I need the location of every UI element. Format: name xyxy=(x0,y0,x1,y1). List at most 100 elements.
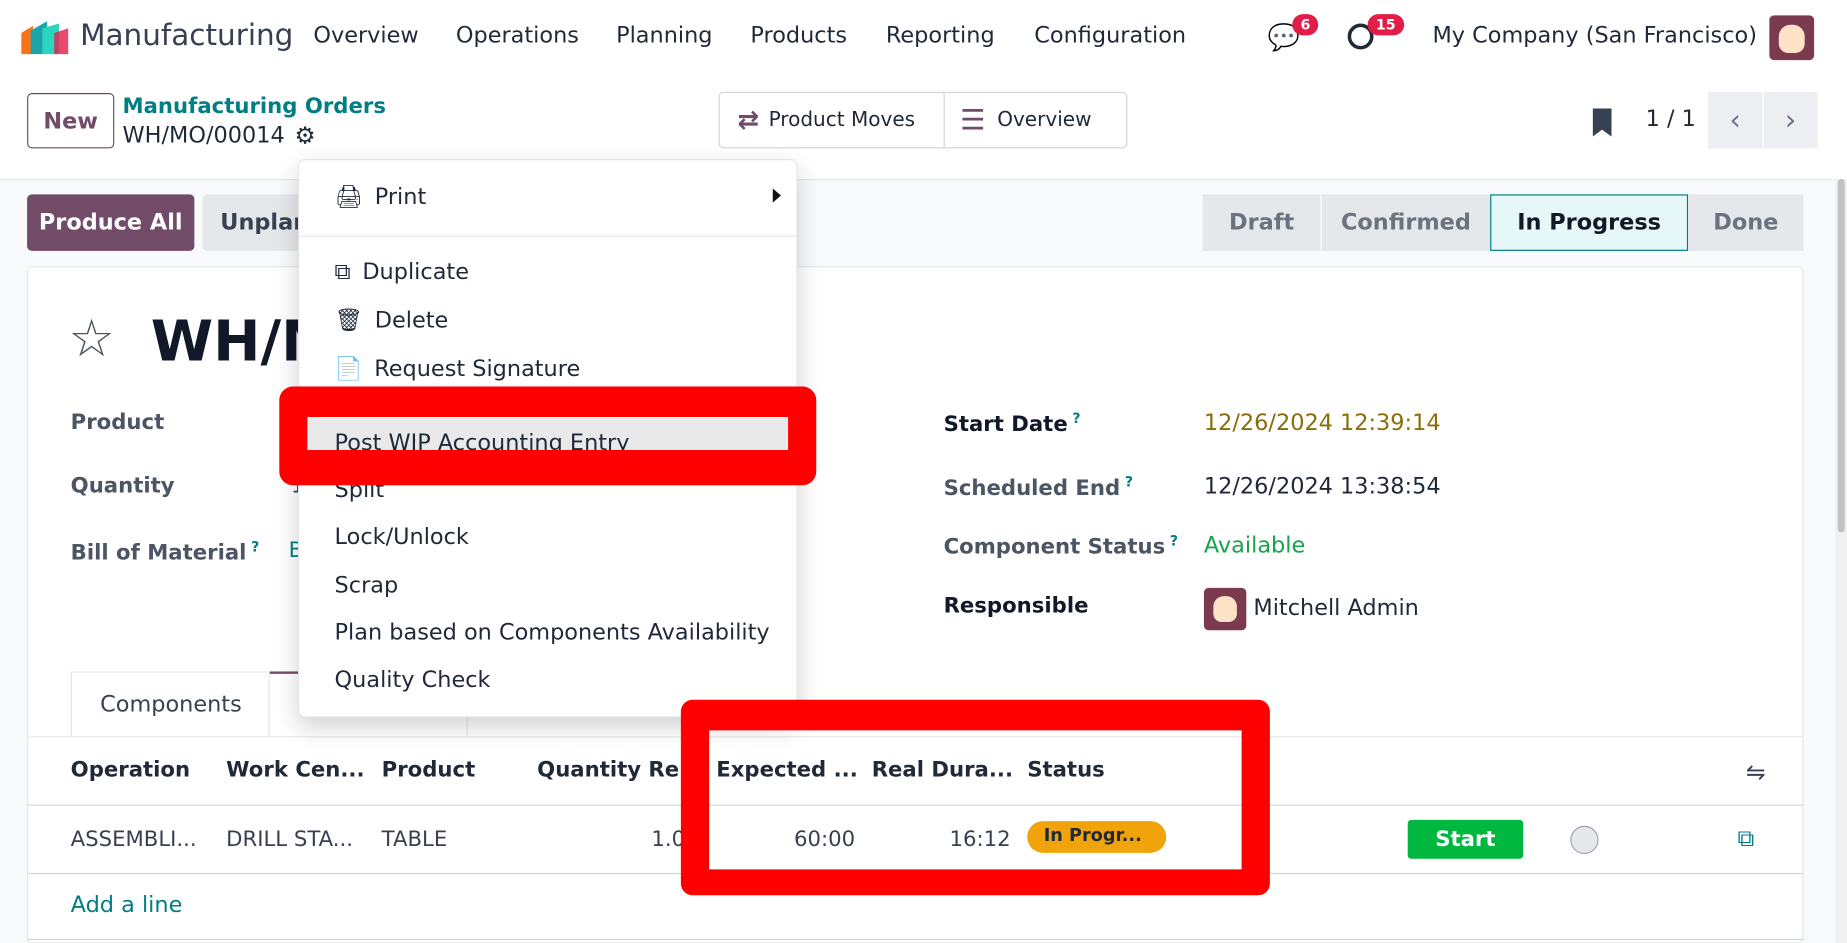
menu-item-duplicate[interactable]: ⧉ Duplicate xyxy=(335,259,469,285)
stage-done[interactable]: Done xyxy=(1688,194,1804,251)
company-switcher[interactable]: My Company (San Francisco) xyxy=(1432,22,1757,49)
cell-real-duration[interactable]: 16:12 xyxy=(949,826,1011,852)
header-divider xyxy=(27,804,1804,806)
external-link-icon[interactable]: ⧉ xyxy=(1737,823,1755,852)
app-logo[interactable] xyxy=(21,21,69,55)
scheduled-end-value[interactable]: 12/26/2024 13:38:54 xyxy=(1203,473,1441,500)
component-status-label: Component Status? xyxy=(944,532,1179,559)
nav-operations[interactable]: Operations xyxy=(455,22,579,49)
optional-columns-icon[interactable]: ⇋ xyxy=(1745,757,1766,786)
smart-buttons: ⇄ Product Moves ☰ Overview xyxy=(718,91,1128,149)
stage-in-progress[interactable]: In Progress xyxy=(1490,194,1689,251)
start-date-value[interactable]: 12/26/2024 12:39:14 xyxy=(1203,409,1441,436)
cell-product[interactable]: TABLE xyxy=(381,826,448,852)
component-status-label-text: Component Status xyxy=(943,534,1166,560)
messages-badge: 6 xyxy=(1292,14,1319,36)
product-moves-label: Product Moves xyxy=(768,108,916,132)
file-icon: 📄 xyxy=(334,355,363,382)
user-avatar[interactable] xyxy=(1769,15,1815,61)
row-radio[interactable] xyxy=(1570,825,1599,855)
help-icon[interactable]: ? xyxy=(251,538,260,555)
pager-next-button[interactable]: › xyxy=(1763,91,1818,149)
overview-label: Overview xyxy=(997,108,1092,132)
start-date-label-text: Start Date xyxy=(943,412,1068,438)
stage-draft[interactable]: Draft xyxy=(1202,194,1321,251)
priority-star-icon[interactable]: ☆ xyxy=(68,308,115,369)
responsible-value[interactable]: Mitchell Admin xyxy=(1253,594,1419,621)
pager-previous-button[interactable]: ‹ xyxy=(1708,91,1763,149)
menu-item-lock-unlock[interactable]: Lock/Unlock xyxy=(334,524,469,551)
record-name: WH/MO/00014 xyxy=(122,122,285,149)
activities-badge: 15 xyxy=(1367,14,1404,36)
bom-label-text: Bill of Material xyxy=(70,540,247,566)
bookmark-icon[interactable] xyxy=(1592,108,1612,137)
nav-overview[interactable]: Overview xyxy=(313,22,419,49)
nav-configuration[interactable]: Configuration xyxy=(1034,22,1187,49)
cell-expected-duration[interactable]: 60:00 xyxy=(793,826,856,852)
menu-item-plan[interactable]: Plan based on Components Availability xyxy=(334,619,770,646)
product-moves-button[interactable]: ⇄ Product Moves xyxy=(720,93,945,148)
overview-button[interactable]: ☰ Overview xyxy=(946,93,1127,147)
menu-item-scrap[interactable]: Scrap xyxy=(334,572,399,599)
bom-label: Bill of Material? xyxy=(71,538,260,565)
copy-icon: ⧉ xyxy=(334,259,351,286)
cell-work-center[interactable]: DRILL STA... xyxy=(226,826,353,852)
start-date-label: Start Date? xyxy=(944,410,1081,437)
transfer-icon: ⇄ xyxy=(737,105,760,135)
tab-components[interactable]: Components xyxy=(70,671,270,738)
nav-reporting[interactable]: Reporting xyxy=(885,22,995,49)
request-signature-label: Request Signature xyxy=(374,355,581,382)
menu-item-request-signature[interactable]: 📄 Request Signature xyxy=(335,355,581,382)
menu-divider xyxy=(299,235,799,237)
cell-operation[interactable]: ASSEMBLI... xyxy=(70,826,197,852)
menu-item-print[interactable]: 🖨 Print xyxy=(335,183,427,210)
column-status[interactable]: Status xyxy=(1027,757,1105,783)
help-icon[interactable]: ? xyxy=(1169,532,1179,549)
scrollbar[interactable] xyxy=(1835,179,1847,943)
menu-item-quality-check[interactable]: Quality Check xyxy=(334,666,491,693)
pager-value[interactable]: 1 / 1 xyxy=(1645,106,1696,132)
highlight-box-menu xyxy=(279,386,817,486)
cell-quantity[interactable]: 1.0 xyxy=(651,826,686,852)
duplicate-label: Duplicate xyxy=(362,259,469,286)
nav-products[interactable]: Products xyxy=(750,22,848,49)
activities-icon[interactable] xyxy=(1347,23,1374,50)
list-icon: ☰ xyxy=(960,103,986,137)
breadcrumb-manufacturing-orders[interactable]: Manufacturing Orders xyxy=(122,94,386,119)
component-status-value: Available xyxy=(1203,532,1306,559)
help-icon[interactable]: ? xyxy=(1124,473,1134,491)
column-real-duration[interactable]: Real Dura... xyxy=(871,757,1014,783)
responsible-label: Responsible xyxy=(943,593,1089,619)
column-expected-duration[interactable]: Expected ... xyxy=(716,757,858,783)
app-name[interactable]: Manufacturing xyxy=(80,17,294,52)
trash-icon: 🗑 xyxy=(334,307,363,334)
printer-icon: 🖨 xyxy=(334,183,363,210)
product-label: Product xyxy=(70,409,165,435)
footer-divider xyxy=(27,938,1804,941)
delete-label: Delete xyxy=(374,306,449,333)
gear-dropdown-menu: 🖨 Print ⧉ Duplicate 🗑 Delete 📄 Request Signa… xyxy=(298,159,799,718)
nav-planning[interactable]: Planning xyxy=(616,22,713,49)
responsible-avatar xyxy=(1203,587,1247,631)
column-quantity[interactable]: Quantity Re... xyxy=(537,757,704,783)
add-line-link[interactable]: Add a line xyxy=(70,891,183,918)
column-product[interactable]: Product xyxy=(381,757,476,783)
produce-all-button[interactable]: Produce All xyxy=(27,194,195,251)
tab-divider xyxy=(27,736,1804,738)
scheduled-end-label: Scheduled End? xyxy=(944,474,1133,501)
status-badge: In Progr... xyxy=(1027,821,1167,853)
gear-icon[interactable]: ⚙ xyxy=(294,121,316,150)
quantity-label: Quantity xyxy=(70,473,175,499)
scheduled-end-label-text: Scheduled End xyxy=(943,475,1121,501)
column-work-center[interactable]: Work Cen... xyxy=(226,757,365,783)
menu-item-delete[interactable]: 🗑 Delete xyxy=(334,306,449,334)
highlight-box-table xyxy=(680,699,1270,896)
start-button[interactable]: Start xyxy=(1407,819,1524,859)
help-icon[interactable]: ? xyxy=(1072,409,1081,427)
caret-right-icon xyxy=(772,188,782,203)
stage-confirmed[interactable]: Confirmed xyxy=(1320,194,1491,251)
print-label: Print xyxy=(374,183,427,210)
column-operation[interactable]: Operation xyxy=(70,757,191,783)
new-button[interactable]: New xyxy=(27,93,115,149)
